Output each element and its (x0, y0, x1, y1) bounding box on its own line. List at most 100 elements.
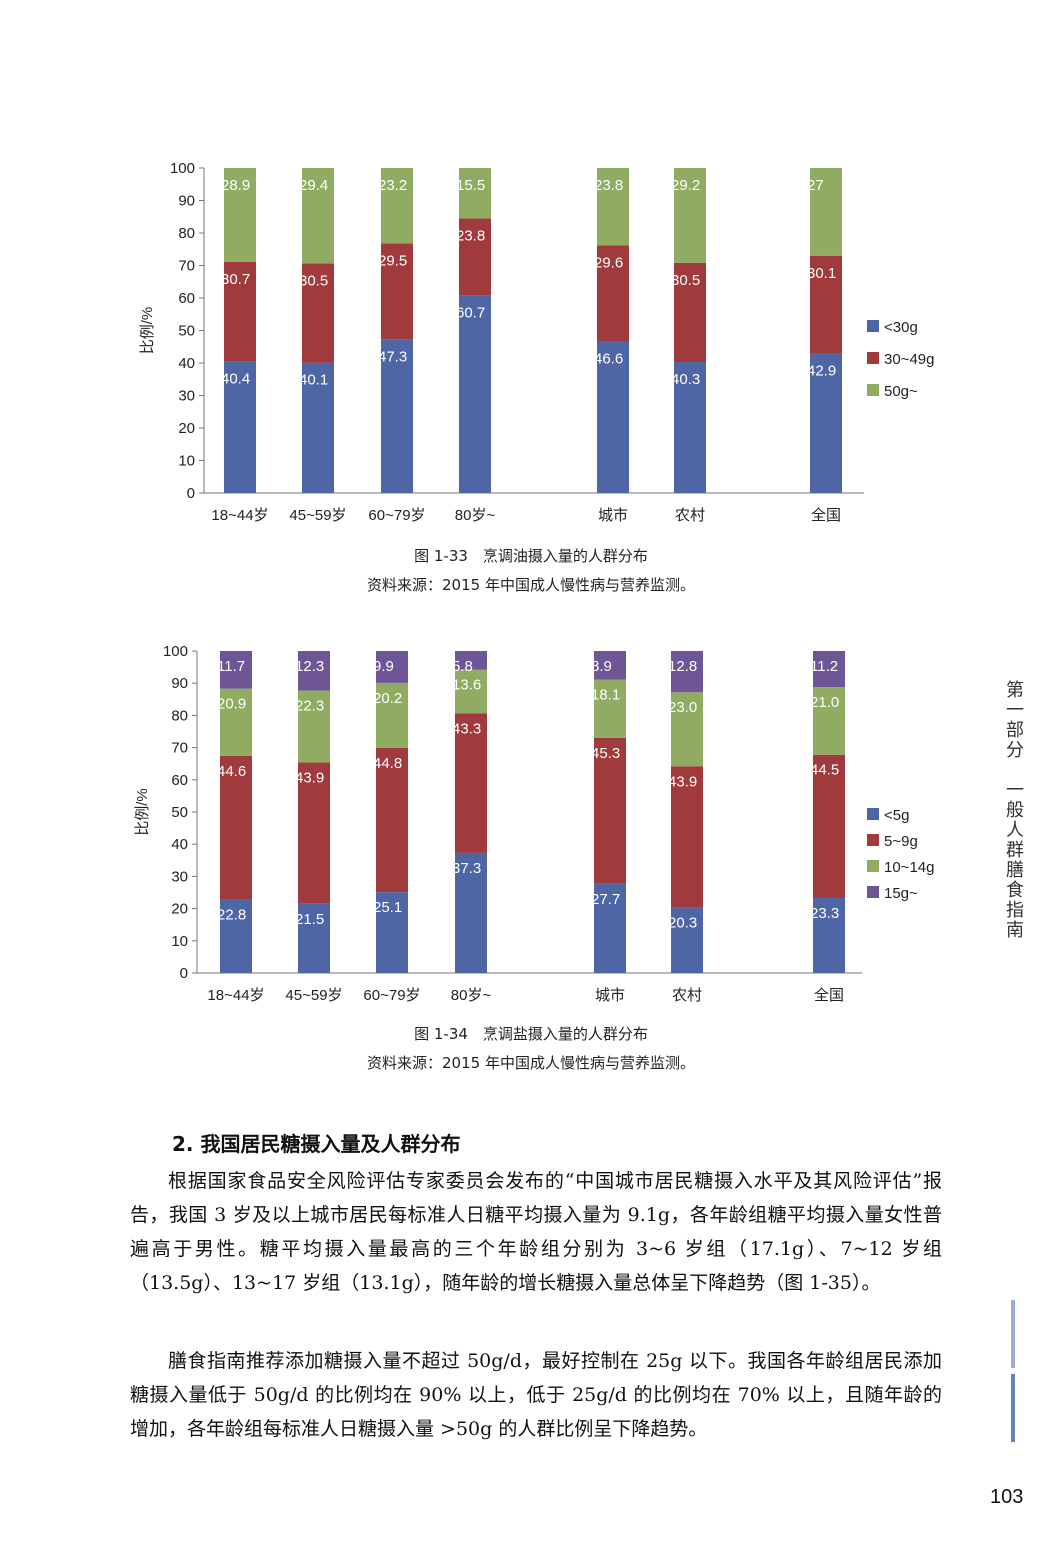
data-label: 9.9 (373, 658, 394, 675)
data-label: 27 (807, 177, 824, 194)
paragraph-1: 根据国家食品安全风险评估专家委员会发布的“中国城市居民糖摄入水平及其风险评估”报… (130, 1170, 942, 1294)
x-tick-label: 45~59岁 (285, 987, 342, 1004)
data-label: 5.8 (452, 658, 473, 675)
bar-segment (376, 682, 408, 748)
data-label: 43.9 (295, 769, 324, 786)
bar-segment (813, 687, 845, 755)
part-side-label: 第一部分 一般人群膳食指南 (1003, 680, 1024, 940)
bar-segment (381, 339, 413, 493)
salt-chart-source: 资料来源：2015 年中国成人慢性病与营养监测。 (367, 1054, 695, 1072)
bar-segment (674, 362, 706, 493)
data-label: 22.8 (217, 907, 246, 924)
bar-segment (298, 651, 330, 691)
y-axis-label: 比例/% (134, 788, 151, 836)
y-tick-label: 40 (171, 836, 188, 853)
data-label: 11.2 (810, 658, 838, 675)
legend-entry: <5g (884, 807, 909, 824)
bar-segment (810, 255, 842, 354)
salt-intake-chart: 0 10 20 30 40 50 60 70 80 90 100 比例/% 22.8 44.6 20.9 11… (0, 630, 1062, 1010)
x-tick-label: 全国 (814, 986, 844, 1004)
y-tick-label: 30 (171, 868, 188, 885)
data-label: 40.1 (299, 372, 328, 389)
data-label: 20.9 (217, 696, 246, 713)
data-label: 20.3 (668, 915, 697, 932)
bar-segment (594, 737, 626, 884)
bar-segment (376, 651, 408, 683)
data-label: 42.9 (807, 363, 836, 380)
paragraph-2: 膳食指南推荐添加糖摄入量不超过 50g/d，最好控制在 25g 以下。我国各年龄… (130, 1350, 942, 1440)
y-tick-label: 10 (178, 453, 195, 470)
y-tick-label: 60 (171, 772, 188, 789)
x-tick-label: 18~44岁 (211, 507, 268, 524)
data-label: 30.5 (671, 272, 700, 289)
bar-segment (674, 262, 706, 363)
bar-segment (455, 852, 487, 973)
data-label: 29.5 (378, 252, 407, 269)
bar-segment (597, 245, 629, 342)
y-tick-label: 10 (171, 933, 188, 950)
x-tick-label: 60~79岁 (368, 507, 425, 524)
bar-segment (302, 263, 334, 363)
salt-chart-caption: 图 1-34 烹调盐摄入量的人群分布 (414, 1025, 648, 1043)
bar-segment (594, 651, 626, 680)
y-tick-label: 50 (178, 323, 195, 340)
data-label: 46.6 (594, 351, 623, 368)
bar-segment (455, 669, 487, 714)
bar-segment (455, 651, 487, 670)
page-number: 103 (990, 1486, 1024, 1508)
data-label: 30.5 (299, 273, 328, 290)
bar-segment (381, 168, 413, 244)
data-label: 25.1 (373, 899, 402, 916)
x-tick-label: 60~79岁 (363, 987, 420, 1004)
bar-segment (671, 692, 703, 767)
y-tick-label: 0 (187, 485, 195, 502)
bar-segment (224, 261, 256, 362)
data-label: 28.9 (221, 177, 250, 194)
data-label: 20.2 (373, 690, 402, 707)
legend-swatch (867, 352, 879, 364)
legend-swatch (867, 886, 879, 898)
legend-entry: 15g~ (884, 885, 918, 902)
oil-chart-source: 资料来源：2015 年中国成人慢性病与营养监测。 (367, 576, 695, 594)
data-label: 23.8 (594, 177, 623, 194)
legend-swatch (867, 384, 879, 396)
bar-segment (813, 897, 845, 973)
bar-segment (455, 713, 487, 853)
bar-segment (298, 903, 330, 973)
data-label: 23.3 (810, 905, 839, 922)
data-label: 18.1 (591, 687, 620, 704)
y-tick-label: 50 (171, 804, 188, 821)
data-label: 43.9 (668, 773, 697, 790)
bar-segment (220, 651, 252, 689)
bar-segment (810, 353, 842, 493)
data-label: 11.7 (217, 658, 245, 675)
legend-swatch (867, 860, 879, 872)
x-tick-label: 18~44岁 (207, 987, 264, 1004)
data-label: 47.3 (378, 348, 407, 365)
data-label: 60.7 (456, 305, 485, 322)
data-label: 43.3 (452, 720, 481, 737)
bar-segment (220, 755, 252, 900)
bar-segment (381, 243, 413, 340)
bar-segment (302, 168, 334, 264)
y-tick-label: 100 (163, 643, 188, 660)
data-label: 23.2 (378, 177, 407, 194)
y-tick-label: 20 (178, 420, 195, 437)
bar-segment (376, 892, 408, 973)
data-label: 44.8 (373, 755, 402, 772)
data-label: 22.3 (295, 698, 324, 715)
x-tick-label: 城市 (595, 987, 625, 1004)
data-label: 13.6 (452, 677, 481, 694)
bar-segment (298, 762, 330, 904)
bar-segment (220, 688, 252, 756)
data-label: 29.4 (299, 177, 328, 194)
legend-entry: 5~9g (884, 833, 918, 850)
data-label: 27.7 (591, 891, 620, 908)
legend-entry: 10~14g (884, 859, 934, 876)
bar-segment (224, 361, 256, 493)
x-tick-label: 45~59岁 (289, 507, 346, 524)
data-label: 8.9 (591, 658, 612, 675)
bar-segment (810, 168, 842, 256)
data-label: 30.1 (807, 265, 836, 282)
x-tick-label: 城市 (598, 507, 628, 524)
